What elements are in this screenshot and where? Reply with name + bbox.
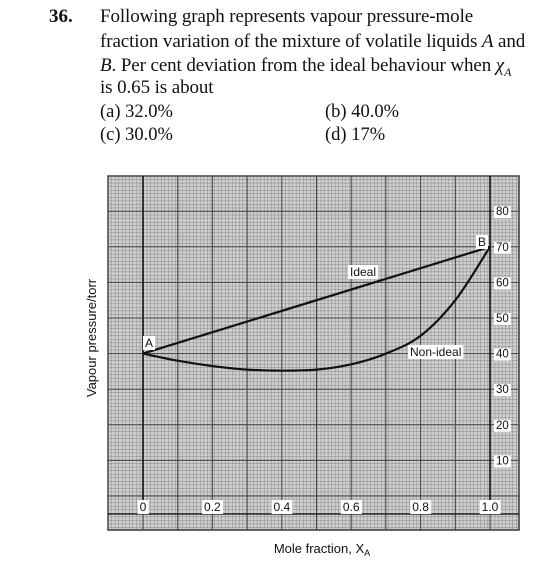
question-line-1: Following graph represents vapour pressu… (100, 6, 474, 27)
point-label-a: A (145, 336, 153, 350)
y-tick-label-bg (494, 241, 511, 254)
y-tick-label-bg (494, 277, 511, 290)
x-tick-label-bg (340, 500, 362, 514)
option-d[interactable]: (d) 17% (325, 125, 386, 145)
y-axis-title: Vapour pressure/torr (84, 278, 99, 397)
variable-a: A (481, 31, 494, 52)
y-tick-label: 10 (496, 455, 509, 467)
point-label-b-bg (476, 235, 489, 249)
y-tick-label: 50 (496, 313, 509, 325)
x-tick-label-bg (479, 500, 501, 514)
point-label-b: B (478, 235, 486, 249)
y-tick-label: 60 (496, 277, 509, 289)
question-line-4: is 0.65 is about (100, 77, 214, 98)
x-axis-title: Mole fraction, XA (274, 541, 370, 558)
y-tick-label-bg (494, 348, 511, 361)
x-axis-title-sub: A (364, 548, 370, 558)
y-tick-label-bg (494, 206, 511, 219)
series-nonideal-line (142, 246, 491, 372)
variable-b: B (100, 55, 112, 76)
y-tick-label: 20 (496, 420, 509, 432)
series-label-ideal-bg (348, 265, 379, 279)
option-b[interactable]: (b) 40.0% (325, 102, 399, 122)
x-tick-label-bg (137, 500, 149, 514)
question-line-3-text: . Per cent deviation from the ideal beha… (111, 55, 496, 76)
y-tick-label-bg (494, 455, 511, 468)
y-tick-label: 70 (496, 242, 509, 254)
x-tick-label: 0 (140, 500, 147, 514)
series-ideal-line (142, 245, 491, 355)
question-line-2-text: fraction variation of the mixture of vol… (100, 31, 482, 52)
x-tick-label: 0.8 (412, 500, 429, 514)
series-label-ideal: Ideal (350, 265, 376, 279)
question-line-3: B. Per cent deviation from the ideal beh… (100, 55, 511, 80)
y-tick-label-bg (494, 384, 511, 397)
y-tick-label-bg (494, 419, 511, 432)
labels: Ideal Non-ideal A B 10 20 30 40 50 60 70 80 0 0.2 0.4 0… (84, 206, 511, 558)
series-label-nonideal: Non-ideal (410, 345, 461, 359)
series-label-nonideal-bg (408, 345, 464, 359)
y-tick-label-bg (494, 313, 511, 325)
chi-symbol: χ (495, 55, 505, 76)
option-a[interactable]: (a) 32.0% (100, 102, 173, 122)
x-tick-label: 0.2 (204, 500, 221, 514)
y-tick-label: 30 (496, 384, 509, 396)
marks (108, 176, 519, 515)
y-tick-label: 80 (496, 206, 509, 218)
question-and: and (493, 31, 526, 52)
chi-subscript: A (504, 64, 512, 79)
point-label-a-bg (143, 336, 156, 350)
x-tick-label-bg (202, 500, 224, 514)
option-c[interactable]: (c) 30.0% (100, 125, 173, 145)
y-tick-label: 40 (496, 349, 509, 361)
x-tick-label: 0.4 (273, 500, 290, 514)
question-line-2: fraction variation of the mixture of vol… (100, 31, 525, 53)
question-number: 36. (49, 6, 73, 27)
x-tick-label-bg (410, 500, 432, 514)
x-tick-label: 0.6 (343, 500, 360, 514)
x-tick-label: 1.0 (482, 500, 499, 514)
x-tick-label-bg (271, 500, 293, 514)
